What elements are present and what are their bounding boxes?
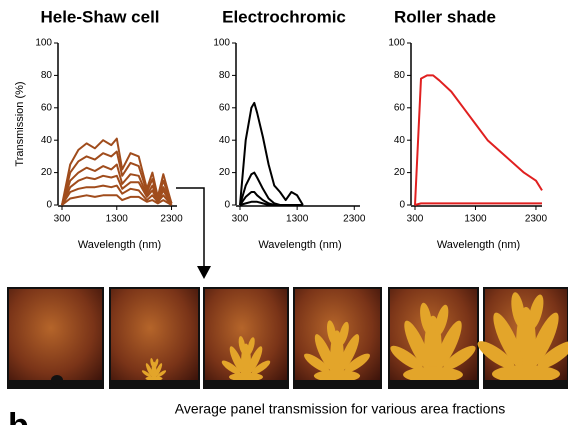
data-line [61, 150, 173, 206]
x-tick-label: 2300 [160, 214, 183, 225]
y-tick-label: 100 [213, 38, 230, 49]
inlet-strip [485, 380, 567, 387]
y-tick-label: 60 [394, 102, 406, 113]
data-line [61, 137, 173, 206]
inlet [51, 375, 63, 385]
y-tick-label: 0 [399, 200, 405, 211]
x-axis-label: Wavelength (nm) [78, 239, 161, 251]
y-tick-label: 80 [394, 70, 406, 81]
y-axis-label: Transmission (%) [14, 81, 26, 166]
x-tick-label: 300 [407, 214, 424, 225]
x-tick-label: 2300 [343, 214, 366, 225]
y-tick-label: 40 [41, 135, 53, 146]
y-tick-label: 20 [41, 167, 53, 178]
y-tick-label: 60 [41, 102, 53, 113]
x-tick-label: 1300 [286, 214, 309, 225]
y-tick-label: 100 [388, 38, 405, 49]
data-line [61, 163, 173, 206]
y-tick-label: 20 [219, 167, 231, 178]
y-tick-label: 20 [394, 167, 406, 178]
inlet-strip [205, 380, 287, 387]
data-line [414, 202, 542, 206]
y-tick-label: 40 [219, 135, 231, 146]
inlet-strip [111, 380, 198, 387]
chart-title: Roller shade [394, 7, 496, 26]
y-tick-label: 0 [224, 200, 230, 211]
y-tick-label: 40 [394, 135, 406, 146]
arrow [176, 187, 205, 268]
panel-images [7, 287, 568, 389]
x-axis-label: Wavelength (nm) [437, 239, 520, 251]
x-tick-label: 300 [54, 214, 71, 225]
inlet-strip [295, 380, 380, 387]
caption: Average panel transmission for various a… [175, 401, 505, 417]
data-line [61, 174, 173, 206]
x-axis-label: Wavelength (nm) [258, 239, 341, 251]
image-panel [7, 287, 104, 389]
x-tick-label: 1300 [106, 214, 129, 225]
x-tick-label: 1300 [464, 214, 487, 225]
data-line [239, 200, 303, 206]
data-line [414, 74, 543, 206]
data-line [61, 184, 173, 206]
y-tick-label: 100 [35, 38, 52, 49]
y-tick-label: 80 [219, 70, 231, 81]
x-tick-label: 300 [232, 214, 249, 225]
y-tick-label: 60 [219, 102, 231, 113]
arrow-head [197, 266, 211, 279]
data-line [239, 101, 304, 206]
data-line [61, 194, 173, 206]
panel-label: b [8, 407, 29, 425]
y-tick-label: 80 [41, 70, 53, 81]
chart-title: Hele-Shaw cell [40, 7, 159, 26]
y-tick-label: 0 [46, 200, 52, 211]
x-tick-label: 2300 [525, 214, 548, 225]
chart-title: Electrochromic [222, 7, 346, 26]
inlet-strip [390, 380, 477, 387]
